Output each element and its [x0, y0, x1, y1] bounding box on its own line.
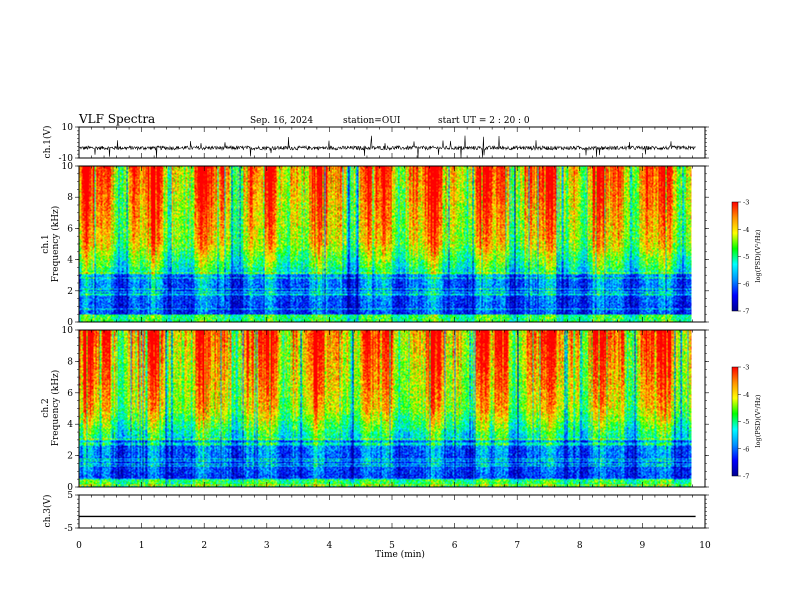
y-tick-label: 4: [67, 256, 73, 266]
ch2-colorbar-label: log(PSD)(V²/Hz): [754, 394, 762, 447]
colorbar-tick-label: -7: [743, 473, 749, 481]
ch3-waveform-ylabel: ch.3(V): [42, 495, 53, 528]
ch1-waveform-trace: [79, 135, 696, 159]
time-tick-label: 7: [514, 541, 520, 551]
y-tick-label: 10: [62, 162, 74, 172]
ch2-spectrogram-ylabel-line1: ch.2: [41, 398, 51, 417]
colorbar-tick-label: -4: [743, 391, 749, 399]
time-tick-label: 2: [201, 541, 207, 551]
colorbar-tick-label: -3: [743, 364, 749, 372]
station-label: station=OUI: [343, 116, 401, 126]
ch1-spectrogram-image: [79, 166, 692, 322]
time-tick-label: 4: [327, 541, 333, 551]
y-tick-label: 10: [62, 123, 74, 133]
y-tick-label: 8: [67, 357, 73, 367]
date-label: Sep. 16, 2024: [250, 116, 313, 126]
figure-title: VLF Spectra: [78, 112, 155, 126]
y-tick-label: -5: [64, 524, 73, 534]
time-axis-label: Time (min): [375, 549, 425, 560]
ch1-spectrogram-ylabel-line2: Frequency (kHz): [50, 206, 61, 283]
y-tick-label: 8: [67, 193, 73, 203]
y-tick-label: 2: [67, 287, 73, 297]
colorbar-tick-label: -3: [743, 199, 749, 207]
colorbar-tick-label: -4: [743, 226, 749, 234]
ch1-colorbar-label: log(PSD)(V²/Hz): [754, 229, 762, 282]
time-tick-label: 6: [452, 541, 458, 551]
time-tick-label: 3: [264, 541, 270, 551]
ch1-spectrogram-ylabel-line1: ch.1: [41, 234, 51, 253]
colorbar-tick-label: -5: [743, 253, 749, 261]
y-tick-label: 0: [67, 318, 73, 328]
y-tick-label: -10: [59, 154, 74, 164]
y-tick-label: 4: [67, 420, 73, 430]
time-tick-label: 10: [699, 541, 711, 551]
axes-ticks-layer: 0 1 2 3 4 5 6 7 8 9 1010-10024681002468105-5-3-4-5…: [59, 123, 750, 551]
colorbar-tick-label: -5: [743, 418, 749, 426]
y-tick-label: 10: [62, 326, 74, 336]
y-tick-label: 5: [67, 491, 73, 501]
ch2-spectrogram-ylabel-line2: Frequency (kHz): [50, 370, 61, 447]
time-tick-label: 8: [577, 541, 583, 551]
y-tick-label: 6: [67, 224, 73, 234]
time-tick-label: 9: [640, 541, 646, 551]
y-tick-label: 0: [67, 483, 73, 493]
ch2-spectrogram-image: [79, 330, 692, 487]
colorbar-tick-label: -7: [743, 308, 749, 316]
start-ut-label: start UT = 2 : 20 : 0: [438, 116, 530, 126]
time-tick-label: 5: [389, 541, 395, 551]
colorbar-tick-label: -6: [743, 280, 749, 288]
colorbar-tick-label: -6: [743, 445, 749, 453]
ch1-waveform-ylabel: ch.1(V): [42, 126, 53, 159]
y-tick-label: 6: [67, 389, 73, 399]
time-tick-label: 0: [76, 541, 82, 551]
ch2-colorbar: [731, 366, 739, 477]
ch1-colorbar: [731, 201, 739, 312]
y-tick-label: 2: [67, 452, 73, 462]
time-tick-label: 1: [139, 541, 145, 551]
